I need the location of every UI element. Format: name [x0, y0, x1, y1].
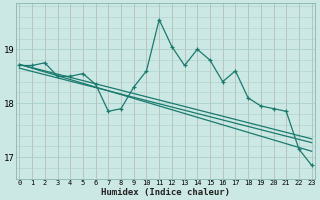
X-axis label: Humidex (Indice chaleur): Humidex (Indice chaleur) — [101, 188, 230, 197]
